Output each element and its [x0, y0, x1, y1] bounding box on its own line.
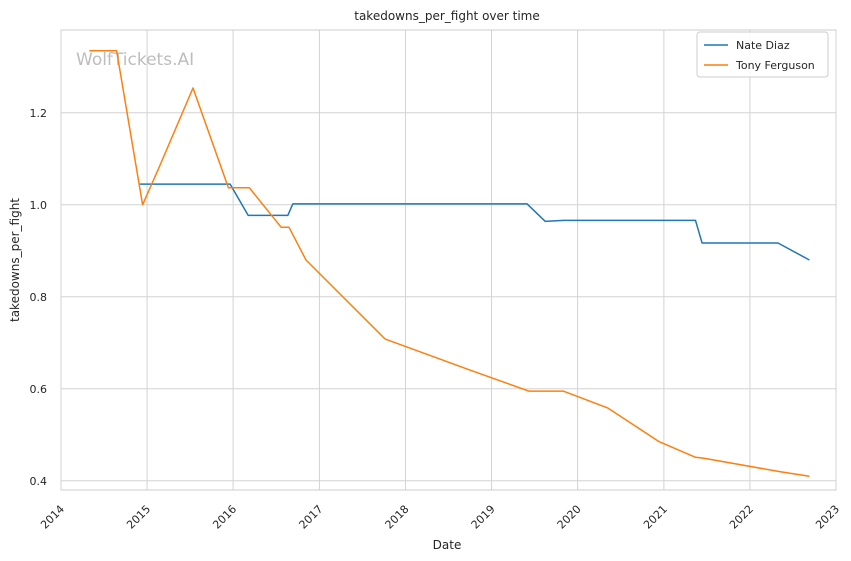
y-axis-label: takedowns_per_fight [8, 198, 22, 322]
y-tick-label: 1.0 [30, 199, 48, 212]
legend: Nate Diaz Tony Ferguson [696, 31, 829, 78]
legend-box [696, 31, 829, 78]
x-axis-label: Date [433, 538, 462, 552]
series-line-nate-diaz [139, 183, 810, 261]
grid-lines [60, 30, 837, 490]
y-tick-label: 1.2 [30, 107, 48, 120]
series-layer [89, 49, 810, 477]
y-tick-label: 0.8 [30, 291, 48, 304]
legend-label-nate-diaz: Nate Diaz [736, 39, 790, 52]
series-line-tony-ferguson [89, 49, 810, 477]
y-tick-labels: 0.4 0.6 0.8 1.0 1.2 [30, 107, 48, 488]
y-tick-label: 0.4 [30, 475, 48, 488]
plot-area [60, 29, 837, 491]
watermark: WolfTickets.AI [76, 50, 194, 70]
chart-title: takedowns_per_fight over time [354, 9, 540, 23]
y-tick-label: 0.6 [30, 383, 48, 396]
legend-label-tony-ferguson: Tony Ferguson [735, 59, 815, 72]
